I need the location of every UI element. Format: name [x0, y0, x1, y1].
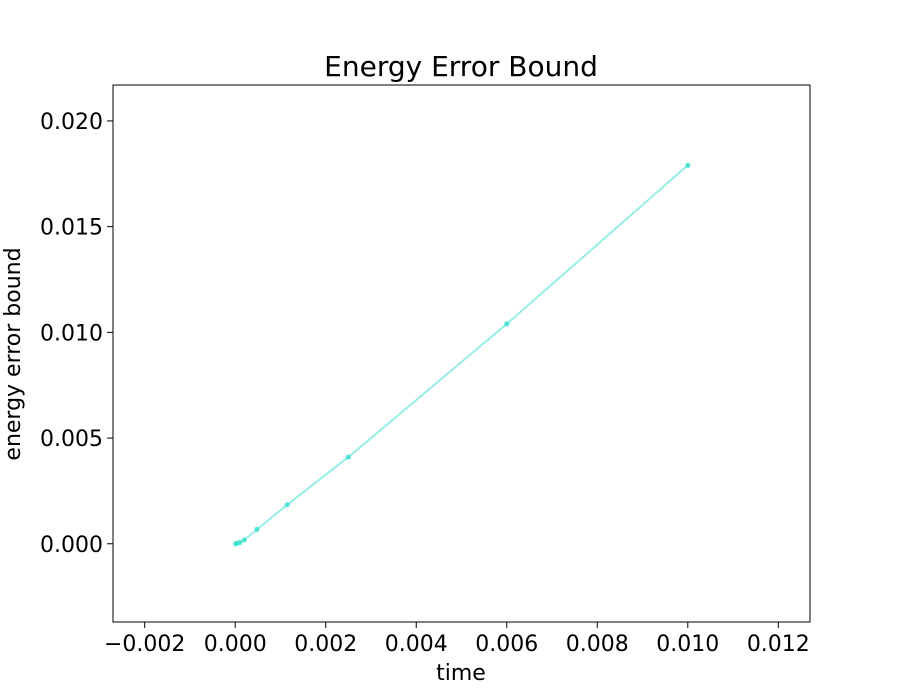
- x-axis: −0.002 0.000 0.002 0.004 0.006 0.008 0.010 0.01…: [104, 622, 810, 657]
- y-tick-label: 0.000: [40, 533, 103, 558]
- data-point: [284, 502, 290, 508]
- data-point: [237, 539, 243, 546]
- y-axis: 0.000 0.005 0.010 0.015 0.020: [40, 110, 113, 558]
- x-tick-label: 0.006: [475, 632, 538, 657]
- plot-frame: [112, 84, 811, 623]
- x-tick-label: 0.002: [294, 632, 357, 657]
- data-point: [345, 454, 351, 460]
- x-tick-label: 0.000: [204, 632, 267, 657]
- chart-title: Energy Error Bound: [324, 50, 598, 83]
- y-tick-label: 0.020: [40, 110, 103, 135]
- x-axis-label: time: [436, 661, 486, 686]
- y-axis-label: energy error bound: [1, 247, 26, 460]
- y-tick-label: 0.005: [40, 427, 103, 452]
- data-point: [504, 321, 510, 327]
- x-tick-label: 0.012: [747, 632, 810, 657]
- data-point: [241, 537, 247, 543]
- data-point: [685, 162, 691, 168]
- x-tick-label: 0.010: [656, 632, 719, 657]
- series-layer: [233, 162, 691, 547]
- y-tick-label: 0.015: [40, 216, 103, 241]
- x-tick-label: −0.002: [104, 632, 185, 657]
- y-tick-label: 0.010: [40, 321, 103, 346]
- series-line: [235, 164, 689, 545]
- x-tick-label: 0.004: [385, 632, 448, 657]
- data-point: [254, 526, 260, 532]
- x-tick-label: 0.008: [566, 632, 629, 657]
